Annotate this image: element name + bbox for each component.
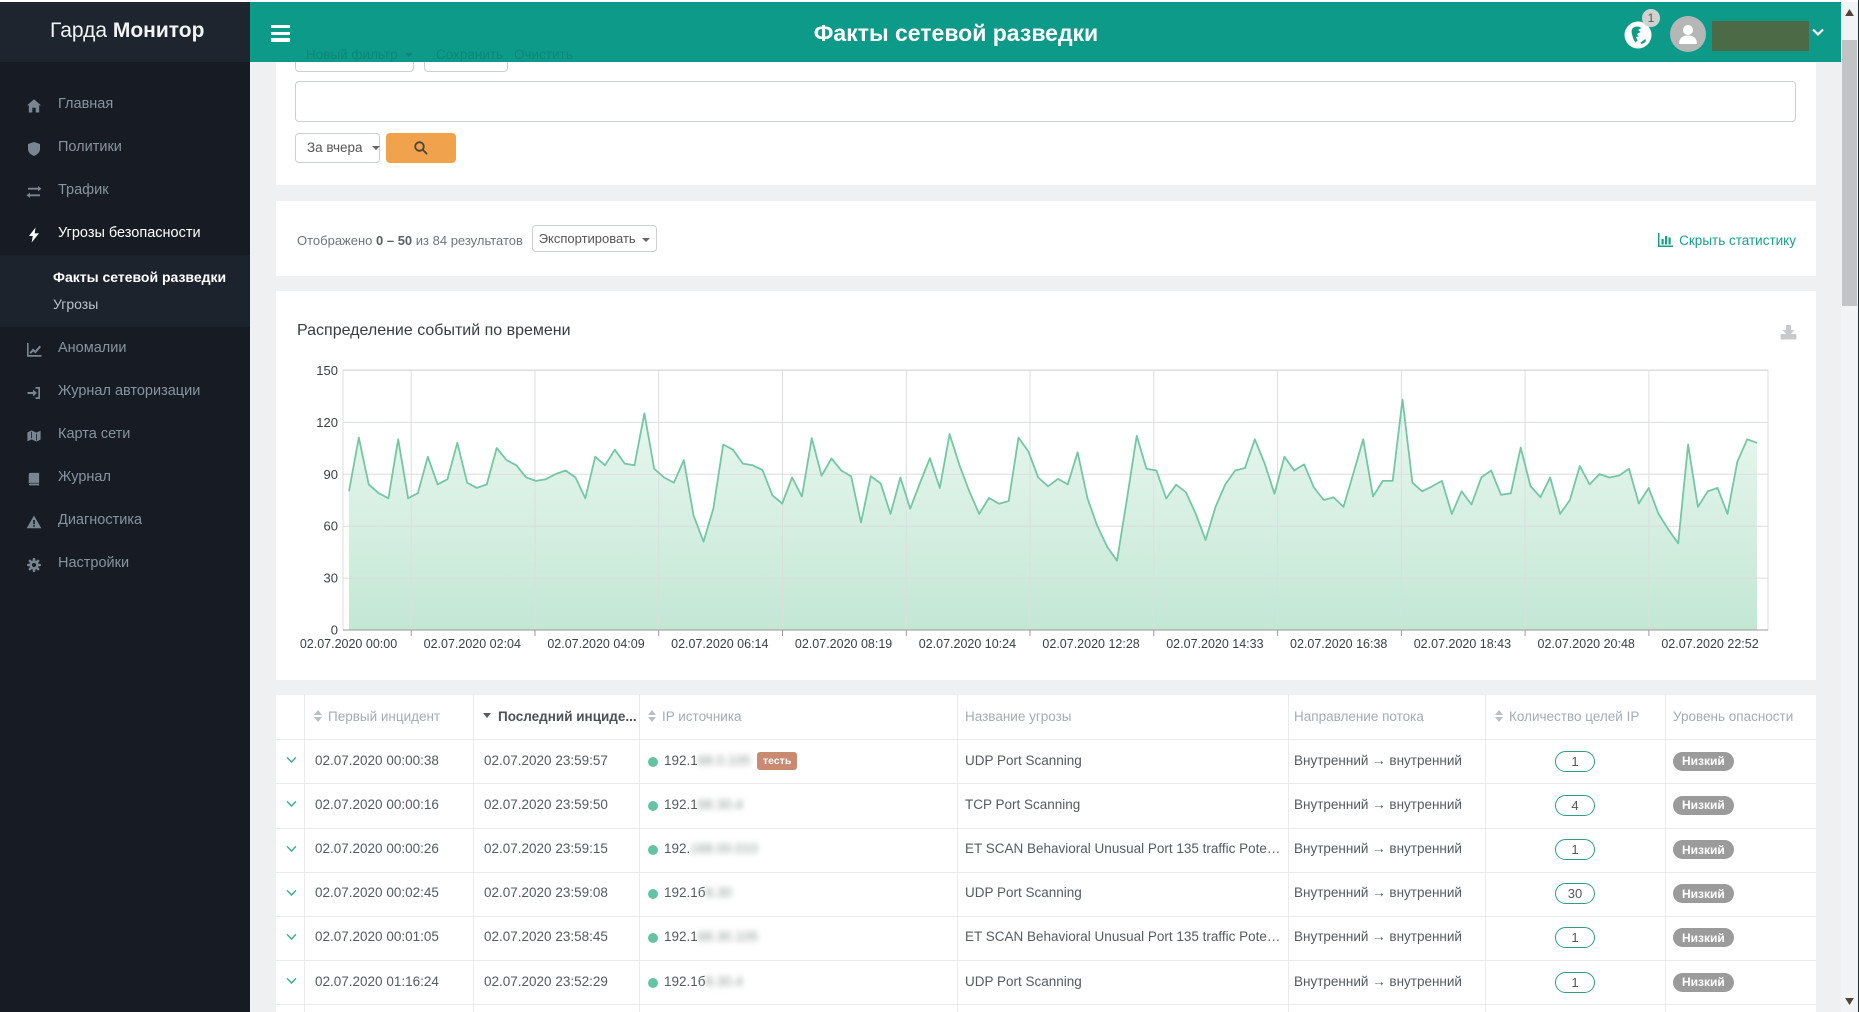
svg-text:150: 150 — [316, 363, 338, 378]
svg-text:02.07.2020 10:24: 02.07.2020 10:24 — [919, 637, 1016, 651]
svg-text:02.07.2020 04:09: 02.07.2020 04:09 — [547, 637, 644, 651]
svg-text:02.07.2020 08:19: 02.07.2020 08:19 — [795, 637, 892, 651]
svg-text:02.07.2020 06:14: 02.07.2020 06:14 — [671, 637, 768, 651]
svg-text:02.07.2020 12:28: 02.07.2020 12:28 — [1042, 637, 1139, 651]
svg-text:02.07.2020 16:38: 02.07.2020 16:38 — [1290, 637, 1387, 651]
svg-text:120: 120 — [316, 415, 338, 430]
svg-text:02.07.2020 14:33: 02.07.2020 14:33 — [1166, 637, 1263, 651]
svg-text:60: 60 — [324, 519, 338, 534]
svg-text:02.07.2020 18:43: 02.07.2020 18:43 — [1414, 637, 1511, 651]
svg-text:02.07.2020 02:04: 02.07.2020 02:04 — [424, 637, 521, 651]
svg-text:30: 30 — [324, 571, 338, 586]
svg-text:90: 90 — [324, 467, 338, 482]
svg-text:0: 0 — [331, 623, 338, 638]
svg-text:02.07.2020 00:00: 02.07.2020 00:00 — [300, 637, 397, 651]
svg-text:02.07.2020 22:52: 02.07.2020 22:52 — [1661, 637, 1758, 651]
svg-text:02.07.2020 20:48: 02.07.2020 20:48 — [1538, 637, 1635, 651]
